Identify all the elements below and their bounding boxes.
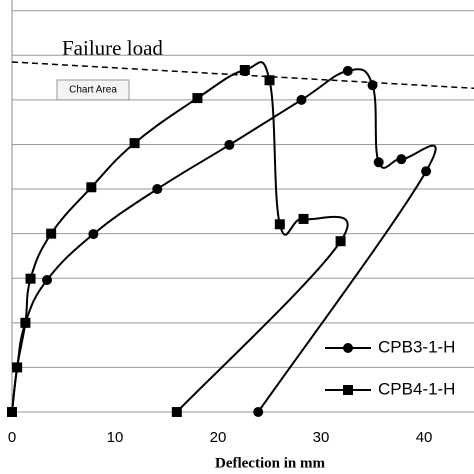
x-tick-label: 10 <box>107 429 124 446</box>
tooltip-text: Chart Area <box>69 85 117 96</box>
x-tick-label: 30 <box>313 429 330 446</box>
marker <box>335 236 346 247</box>
marker <box>20 317 31 328</box>
marker <box>298 213 309 224</box>
marker <box>274 219 285 230</box>
annotation: Failure load <box>62 36 163 60</box>
marker <box>25 273 36 284</box>
marker <box>46 228 57 239</box>
x-tick-label: 40 <box>416 429 433 446</box>
marker <box>86 182 97 193</box>
x-axis-title: Deflection in mm <box>215 455 325 471</box>
marker <box>343 343 353 353</box>
marker <box>224 139 235 150</box>
failure-load-line <box>11 61 474 90</box>
marker <box>42 275 53 286</box>
marker <box>396 154 407 165</box>
marker <box>253 407 264 417</box>
legend-label: CPB3-1-H <box>378 337 455 356</box>
marker <box>192 93 203 104</box>
marker <box>239 65 250 76</box>
marker <box>88 229 99 240</box>
legend-item: CPB4-1-H <box>325 379 455 398</box>
marker <box>171 407 182 417</box>
marker <box>7 407 17 417</box>
tooltip: Chart Area <box>56 79 130 101</box>
marker <box>129 138 140 149</box>
legend-item: CPB3-1-H <box>325 337 455 356</box>
marker <box>373 157 384 168</box>
marker <box>421 166 432 177</box>
marker <box>296 94 307 105</box>
marker <box>264 75 275 86</box>
marker <box>12 362 23 373</box>
x-tick-label: 20 <box>210 429 227 446</box>
marker <box>343 385 353 395</box>
x-tick-label: 0 <box>8 429 16 446</box>
marker <box>367 80 378 91</box>
marker <box>342 65 353 76</box>
legend-label: CPB4-1-H <box>378 379 455 398</box>
marker <box>152 184 163 195</box>
series-line <box>11 61 349 413</box>
